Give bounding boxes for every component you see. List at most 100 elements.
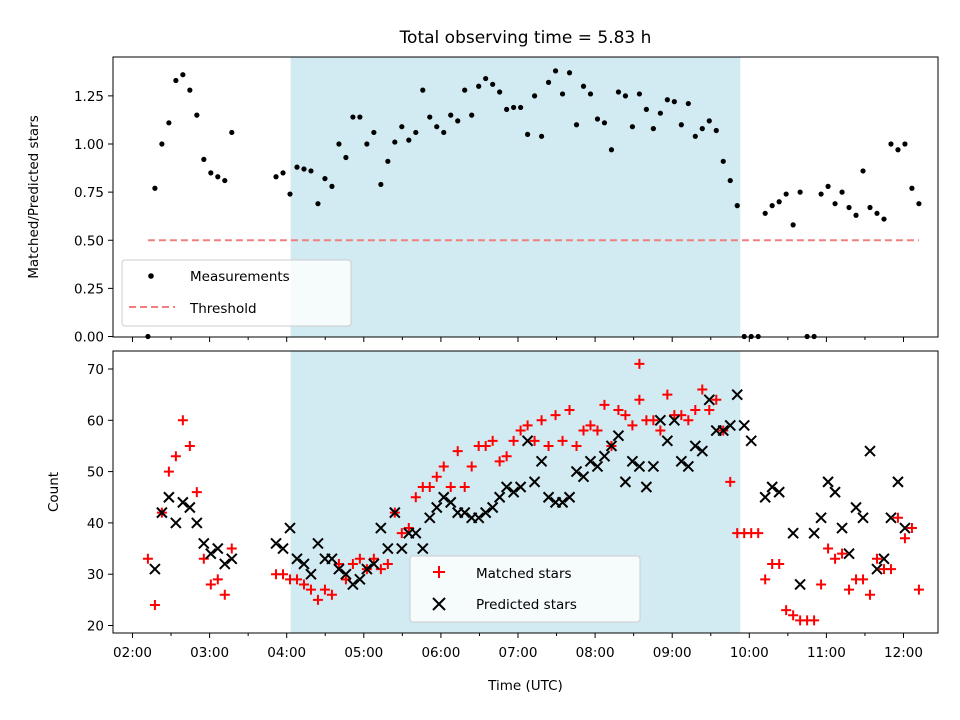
measurement-point — [159, 141, 165, 147]
matched-stars-point — [557, 435, 568, 446]
measurements-series — [145, 68, 922, 340]
matched-stars-point — [529, 435, 540, 446]
predicted-stars-point — [177, 496, 189, 509]
measurement-point — [483, 75, 489, 82]
predicted-stars-point — [347, 578, 359, 591]
predicted-stars-point — [212, 542, 224, 555]
measurement-point — [587, 91, 594, 97]
count-legend-box — [409, 555, 641, 623]
measurement-point — [166, 120, 172, 126]
measurement-point — [727, 177, 733, 184]
predicted-stars-point — [885, 512, 897, 524]
x-tick-label: 05:00 — [344, 645, 383, 661]
ratio-y-axis: 0.00 0.25 0.50 0.75 1.00 1.25 — [74, 89, 113, 346]
measurement-point — [511, 104, 517, 111]
matched-stars-point — [564, 405, 575, 416]
predicted-stars-point — [205, 547, 217, 560]
matched-stars-point — [501, 451, 512, 462]
predicted-stars-point — [745, 435, 757, 447]
predicted-stars-point — [794, 578, 806, 591]
measurement-point — [322, 176, 328, 182]
measurement-point — [201, 156, 207, 162]
predicted-stars-point — [149, 563, 161, 575]
count-y-tick-label: 70 — [87, 362, 104, 378]
measurement-point — [615, 89, 622, 95]
predicted-stars-point — [731, 388, 743, 401]
predicted-stars-point — [284, 522, 296, 534]
matched-stars-point — [445, 481, 456, 492]
measurement-point — [601, 120, 608, 126]
measurement-point — [229, 129, 235, 136]
measurement-point — [559, 91, 566, 97]
measurement-point — [420, 87, 426, 93]
matched-stars-point — [725, 476, 736, 487]
count-y-tick-label: 40 — [87, 516, 104, 532]
matched-stars-point — [711, 394, 722, 405]
predicted-stars-point — [368, 558, 380, 570]
measurement-point — [287, 191, 293, 197]
measurement-point — [650, 126, 656, 132]
measurements-legend-label: Measurements — [190, 269, 290, 285]
predicted-stars-point — [219, 558, 231, 570]
matched-stars-point — [892, 512, 903, 523]
ratio-y-tick-label: 0.00 — [74, 330, 104, 346]
measurement-point — [462, 87, 468, 93]
measurement-point — [552, 68, 559, 74]
measurement-point — [399, 124, 405, 130]
predicted-stars-point — [857, 512, 869, 524]
matched-stars-point — [340, 574, 351, 585]
count-x-axis: 02:00 03:00 04:00 05:00 06:00 07:00 08:00 09:00… — [113, 633, 923, 661]
measurement-point — [187, 87, 193, 93]
measurement-point — [818, 191, 824, 197]
matched-stars-point — [816, 579, 827, 590]
matched-stars-point — [459, 481, 470, 492]
measurement-point — [874, 210, 880, 216]
measurement-point — [776, 199, 782, 205]
matched-stars-point — [438, 461, 449, 472]
matched-stars-point — [396, 528, 407, 539]
predicted-stars-point — [507, 486, 520, 498]
matched-stars-point — [298, 579, 309, 590]
measurement-point — [427, 114, 433, 120]
predicted-stars-point — [899, 522, 911, 534]
predicted-stars-point — [493, 491, 506, 503]
matched-stars-point — [466, 461, 477, 472]
predicted-stars-point — [696, 445, 709, 457]
predicted-stars-series — [149, 388, 911, 591]
ratio-legend: Measurements Threshold — [121, 259, 352, 327]
predicted-stars-point — [773, 486, 785, 498]
measurement-point — [524, 131, 531, 137]
predicted-stars-point — [170, 517, 182, 529]
count-panel-frame — [112, 350, 939, 634]
matched-stars-point — [662, 389, 673, 400]
matched-stars-point — [620, 410, 631, 421]
measurement-point — [350, 114, 356, 120]
predicted-stars-point — [682, 460, 695, 473]
measurement-point — [594, 116, 601, 122]
measurement-point — [671, 99, 677, 105]
matched-stars-point — [487, 435, 498, 446]
x-tick-label: 08:00 — [576, 645, 615, 661]
measurement-point — [364, 141, 370, 147]
predicted-stars-point — [584, 455, 597, 468]
predicted-stars-point — [759, 491, 771, 503]
predicted-stars-point — [724, 419, 736, 432]
matched-stars-point — [375, 564, 386, 575]
predicted-stars-point — [298, 558, 310, 570]
measurement-point — [490, 81, 496, 87]
matched-stars-point — [844, 584, 855, 595]
measurement-point — [469, 112, 475, 118]
predicted-stars-point — [815, 512, 827, 524]
matched-stars-point — [634, 394, 645, 405]
predicted-stars-point — [738, 419, 750, 432]
predicted-stars-point — [605, 440, 618, 452]
matched-stars-point — [368, 553, 379, 564]
measurement-point — [173, 77, 179, 84]
matched-stars-point — [676, 410, 687, 421]
matched-stars-point — [403, 523, 414, 534]
matched-stars-point — [809, 615, 820, 626]
predicted-stars-point — [864, 445, 876, 457]
matched-stars-point — [291, 574, 302, 585]
measurement-point — [448, 112, 454, 118]
matched-stars-point — [480, 440, 491, 451]
